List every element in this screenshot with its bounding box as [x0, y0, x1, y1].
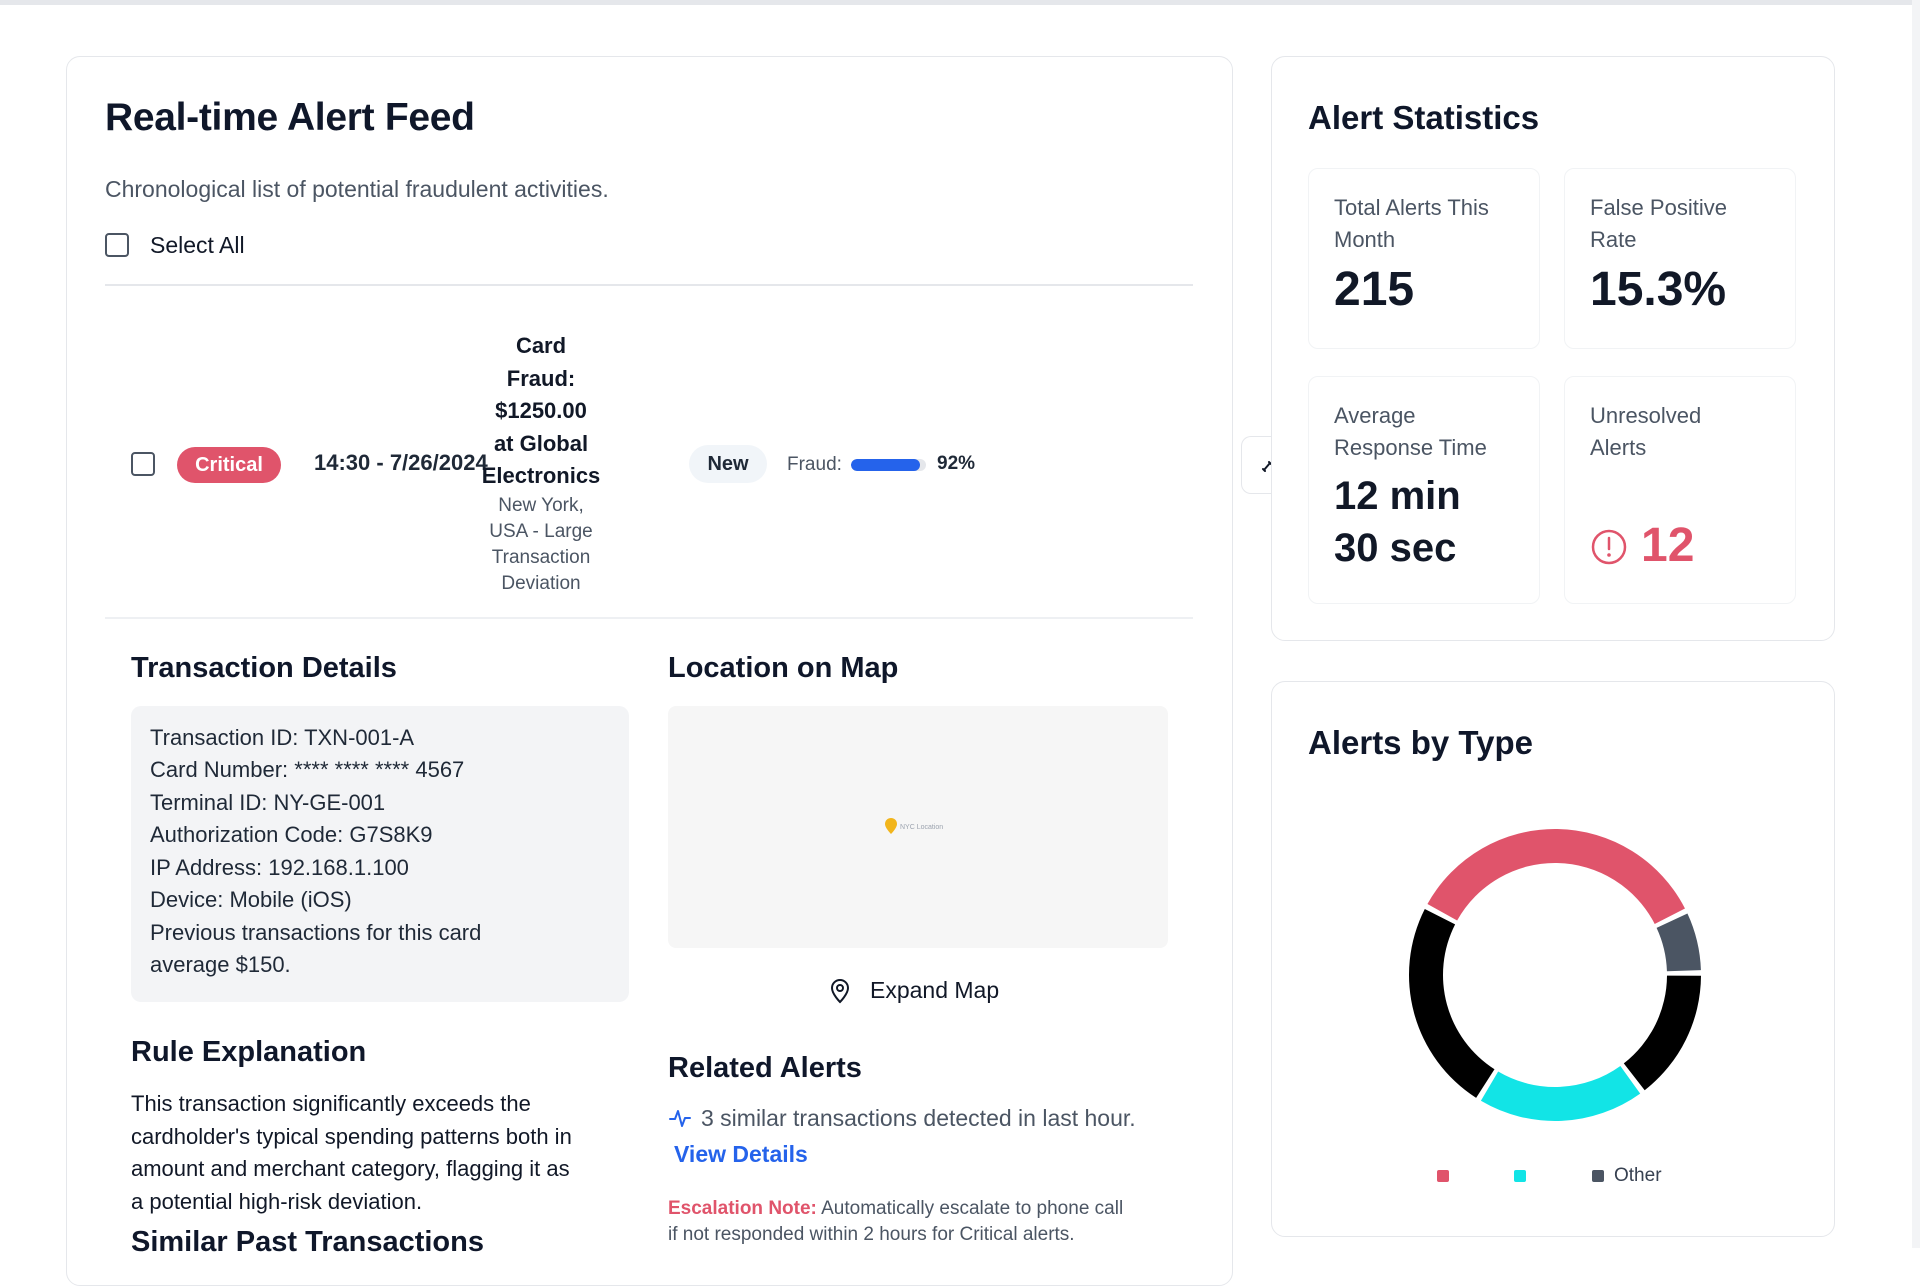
alert-title-line: Electronics — [481, 463, 601, 488]
alert-location-line: USA - Large — [489, 520, 593, 542]
stat-value-unresolved: 12 — [1641, 519, 1695, 572]
alert-location-line: Deviation — [501, 572, 581, 594]
stat-tile-response-time — [1308, 376, 1540, 604]
related-alerts-heading: Related Alerts — [668, 1052, 862, 1084]
view-details-link[interactable]: View Details — [674, 1141, 808, 1167]
detail-line: Card Number: **** **** **** 4567 — [150, 757, 465, 782]
map-view[interactable]: NYC Location — [668, 706, 1168, 948]
stat-value-line: 12 min — [1334, 474, 1461, 518]
similar-past-heading: Similar Past Transactions — [131, 1226, 484, 1258]
select-all-checkbox[interactable] — [105, 233, 129, 257]
alerts-by-type-title: Alerts by Type — [1308, 724, 1533, 761]
stat-label: Total Alerts This Month — [1334, 192, 1489, 256]
escalation-text-2: if not responded within 2 hours for Crit… — [668, 1224, 1075, 1245]
alerts-by-type-donut-chart — [1409, 829, 1701, 1121]
legend-label: Other — [1614, 1165, 1662, 1186]
stat-value-false-positive: 15.3% — [1590, 263, 1727, 316]
alert-summary: Card Fraud: $1250.00 at Global Electroni… — [465, 330, 617, 597]
alert-feed-subtitle: Chronological list of potential fraudule… — [105, 176, 609, 202]
donut-slice-3[interactable] — [1480, 1065, 1641, 1121]
alert-title-line: $1250.00 — [495, 398, 587, 423]
alert-row[interactable]: Critical 14:30 - 7/26/2024 Card Fraud: $… — [105, 300, 1193, 616]
stat-label-line: False Positive — [1590, 195, 1727, 220]
detail-line: Authorization Code: G7S8K9 — [150, 822, 433, 847]
detail-line: IP Address: 192.168.1.100 — [150, 855, 409, 880]
alerts-by-type-card — [1271, 681, 1835, 1237]
stat-label-line: Average — [1334, 403, 1416, 428]
select-all-label[interactable]: Select All — [150, 232, 245, 258]
stat-tile-total-alerts — [1308, 168, 1540, 349]
detail-line: Transaction ID: TXN-001-A — [150, 725, 415, 750]
stat-label: Average Response Time — [1334, 400, 1487, 464]
escalation-note: Escalation Note: Automatically escalate … — [668, 1196, 1123, 1248]
link-icon — [1261, 459, 1273, 472]
detail-line: Previous transactions for this card — [150, 920, 482, 945]
stat-label-line: Response Time — [1334, 435, 1487, 460]
stat-label-line: Unresolved — [1590, 403, 1702, 428]
stat-value-line: 30 sec — [1334, 526, 1457, 570]
map-pin-icon — [884, 818, 898, 834]
alert-title-line: Fraud: — [506, 365, 576, 391]
scrollbar-track[interactable] — [1912, 0, 1920, 1248]
alert-row-divider — [105, 617, 1193, 619]
stat-label-line: Month — [1334, 227, 1396, 252]
map-marker-label: NYC Location — [900, 824, 944, 831]
alert-location-line: New York, — [498, 494, 584, 516]
stat-label: False Positive Rate — [1590, 192, 1727, 256]
rule-explanation-text: This transaction significantly exceeds t… — [131, 1088, 572, 1218]
alert-row-checkbox[interactable] — [131, 452, 155, 476]
stat-value-total-alerts: 215 — [1334, 263, 1415, 316]
stat-tile-false-positive — [1564, 168, 1796, 349]
legend-swatch — [1437, 1170, 1449, 1182]
rule-explanation-heading: Rule Explanation — [131, 1036, 367, 1068]
transaction-details-heading: Transaction Details — [131, 652, 397, 684]
fraud-score-value: 92% — [937, 453, 976, 474]
alert-feed-title: Real-time Alert Feed — [105, 96, 475, 139]
stat-label-line: Alerts — [1590, 435, 1647, 460]
location-pin-icon — [828, 978, 852, 1004]
rule-line: a potential high-risk deviation. — [131, 1188, 423, 1214]
stat-label-line: Rate — [1590, 227, 1637, 252]
link-button[interactable] — [1241, 436, 1272, 494]
expand-map-button[interactable]: Expand Map — [870, 977, 1000, 1003]
status-badge: New — [689, 445, 767, 483]
location-map-heading: Location on Map — [668, 652, 899, 684]
donut-slice-4[interactable] — [1409, 908, 1495, 1098]
stat-label: Unresolved Alerts — [1590, 400, 1701, 464]
alert-feed-card — [66, 56, 1233, 1286]
stat-label-line: Total Alerts This — [1334, 195, 1489, 220]
donut-slice-0[interactable] — [1427, 829, 1685, 924]
top-divider — [0, 0, 1912, 5]
donut-slice-1[interactable] — [1656, 913, 1701, 972]
legend-swatch — [1514, 1170, 1526, 1182]
alert-title-line: at Global — [493, 430, 589, 456]
transaction-details-box — [131, 706, 629, 1002]
alert-statistics-title: Alert Statistics — [1308, 99, 1540, 136]
detail-line: average $150. — [150, 952, 291, 977]
rule-line: This transaction significantly exceeds t… — [131, 1091, 531, 1116]
fraud-score-label: Fraud: — [787, 454, 842, 475]
alert-time: 14:30 - 7/26/2024 — [314, 450, 488, 475]
activity-icon — [668, 1106, 692, 1130]
escalation-label: Escalation Note: — [668, 1198, 817, 1219]
legend-swatch — [1592, 1170, 1604, 1182]
alert-circle-icon — [1590, 528, 1628, 566]
rule-line: amount and merchant category, flagging i… — [131, 1156, 570, 1181]
alert-title-line: Card — [515, 333, 567, 358]
related-alerts-text: 3 similar transactions detected in last … — [701, 1105, 1136, 1131]
donut-slice-2[interactable] — [1623, 975, 1701, 1091]
stat-tile-unresolved — [1564, 376, 1796, 604]
detail-line: Device: Mobile (iOS) — [150, 887, 352, 912]
stat-value-response-time: 12 min 30 sec — [1334, 470, 1461, 574]
severity-badge: Critical — [177, 447, 281, 483]
rule-line: cardholder's typical spending patterns b… — [131, 1123, 572, 1149]
feed-header-divider — [105, 284, 1193, 286]
alert-location-line: Transaction — [491, 546, 591, 568]
fraud-score-bar — [851, 459, 926, 471]
fraud-score-bar-fill — [851, 459, 920, 471]
escalation-text-1: Automatically escalate to phone call — [821, 1198, 1124, 1219]
detail-line: Terminal ID: NY-GE-001 — [150, 790, 386, 815]
